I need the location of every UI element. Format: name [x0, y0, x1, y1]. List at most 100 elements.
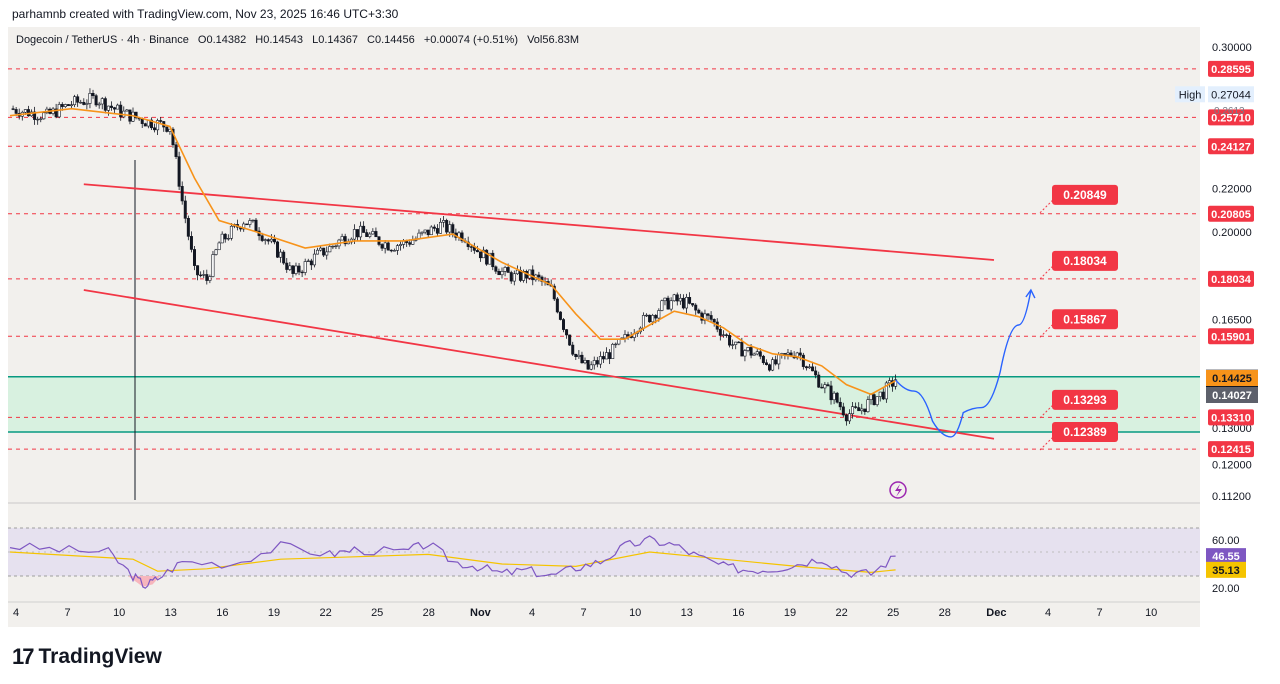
- candle-body: [894, 379, 898, 387]
- candle-body: [242, 223, 246, 230]
- candle-body: [857, 407, 861, 412]
- rsi-current-box: [1206, 548, 1246, 565]
- candle-body: [426, 229, 430, 236]
- tradingview-logo[interactable]: 17 TradingView: [12, 644, 162, 670]
- candle-body: [568, 334, 572, 346]
- callout-label-2: 0.15867: [1063, 312, 1107, 326]
- candle-body: [675, 294, 679, 302]
- candle-body: [279, 251, 283, 258]
- candle-body: [263, 239, 267, 241]
- ohlc-change: +0.00074 (+0.51%): [423, 34, 518, 46]
- candle-body: [712, 319, 716, 323]
- candle-body: [565, 329, 569, 336]
- candle-body: [561, 319, 565, 330]
- candle-body: [399, 244, 403, 246]
- time-tick-19: Dec: [986, 607, 1006, 619]
- candle-body: [611, 344, 615, 359]
- callout-box-1: [1052, 250, 1118, 271]
- candle-body: [485, 249, 489, 265]
- header-credit: parhamnb created with TradingView.com, N…: [12, 7, 399, 21]
- candle-body: [786, 352, 790, 355]
- time-tick-15: 19: [784, 607, 796, 619]
- candle-body: [113, 107, 117, 110]
- ohlc-close: C0.14456: [367, 34, 415, 46]
- candle-body: [229, 225, 233, 239]
- candle-body: [395, 245, 399, 251]
- candle-body: [156, 120, 160, 131]
- high-value-box: [1208, 86, 1254, 103]
- candle-body: [488, 252, 492, 265]
- candle-body: [798, 352, 802, 356]
- candle-body: [887, 380, 891, 384]
- candle-body: [202, 274, 206, 276]
- candle-body: [282, 251, 286, 264]
- price-axis[interactable]: [1200, 27, 1272, 627]
- candle-body: [340, 236, 344, 241]
- time-tick-5: 19: [268, 607, 280, 619]
- candle-body: [205, 274, 209, 281]
- candle-body: [14, 109, 18, 114]
- candle-body: [709, 315, 713, 320]
- candle-body: [558, 311, 562, 320]
- candle-body: [134, 111, 138, 119]
- candle-body: [39, 118, 43, 120]
- candle-body: [718, 328, 722, 336]
- level-badge-6: [1208, 409, 1254, 426]
- level-badge-4: [1208, 270, 1254, 287]
- candle-body: [199, 274, 203, 277]
- time-tick-0: 4: [13, 607, 19, 619]
- candle-body: [383, 242, 387, 249]
- candle-body: [807, 366, 811, 369]
- candle-body: [820, 386, 824, 389]
- candle-body: [288, 265, 292, 270]
- candle-body: [641, 315, 645, 329]
- candle-body: [36, 118, 40, 121]
- candle-body: [755, 351, 759, 355]
- candle-body: [651, 315, 655, 323]
- candle-body: [63, 104, 67, 107]
- candle-body: [752, 353, 756, 356]
- candle-body: [392, 250, 396, 252]
- support-zone: [8, 376, 1200, 432]
- candle-body: [143, 123, 147, 127]
- level-badge-0: [1208, 60, 1254, 77]
- candle-body: [94, 95, 98, 106]
- candle-body: [389, 249, 393, 252]
- candle-body: [691, 303, 695, 306]
- candle-body: [801, 354, 805, 367]
- candle-body: [319, 247, 323, 251]
- candle-body: [749, 347, 753, 356]
- level-badge-text-6: 0.13310: [1211, 412, 1251, 424]
- symbol-name[interactable]: Dogecoin / TetherUS · 4h · Binance: [16, 34, 189, 46]
- lightning-bolt-glyph: [895, 484, 902, 497]
- time-tick-4: 16: [216, 607, 228, 619]
- level-badge-5: [1208, 328, 1254, 345]
- candle-body: [177, 156, 181, 187]
- callout-box-0: [1052, 184, 1118, 205]
- candle-body: [503, 267, 507, 272]
- candle-body: [832, 392, 836, 401]
- candle-body: [601, 356, 605, 360]
- candle-body: [103, 98, 107, 111]
- candle-body: [371, 231, 375, 235]
- candle-body: [844, 414, 848, 422]
- candle-body: [678, 297, 682, 302]
- chart-area[interactable]: [8, 27, 1200, 627]
- candle-body: [804, 366, 808, 369]
- time-tick-14: 16: [732, 607, 744, 619]
- candle-body: [374, 231, 378, 238]
- candle-body: [688, 297, 692, 304]
- lightning-bolt-icon: [889, 481, 907, 499]
- candle-body: [694, 304, 698, 311]
- candle-body: [276, 241, 280, 258]
- candle-body: [509, 272, 513, 282]
- candle-body: [423, 229, 427, 233]
- candle-body: [494, 266, 498, 272]
- candle-body: [663, 297, 667, 302]
- candle-body: [186, 218, 190, 237]
- candle-body: [106, 105, 110, 111]
- candle-body: [697, 309, 701, 314]
- candle-body: [60, 104, 64, 107]
- high-tag-box: [1175, 86, 1205, 103]
